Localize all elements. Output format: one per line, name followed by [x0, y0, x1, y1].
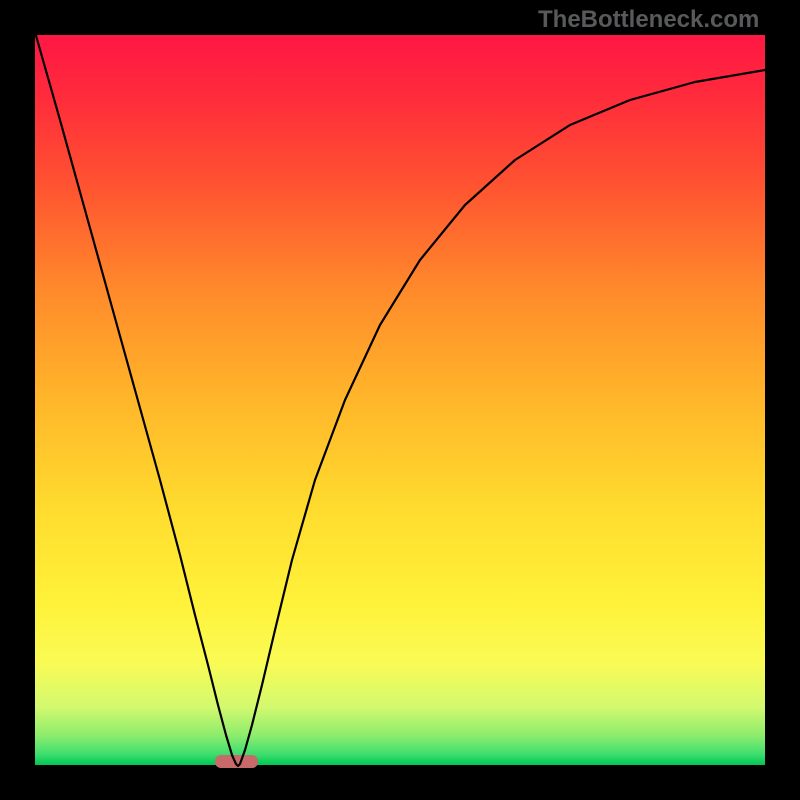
gradient-background: [35, 35, 765, 765]
watermark-text: TheBottleneck.com: [538, 6, 759, 34]
bottleneck-marker: [215, 755, 258, 768]
plot-area: [35, 35, 765, 765]
chart-container: TheBottleneck.com: [0, 0, 800, 800]
